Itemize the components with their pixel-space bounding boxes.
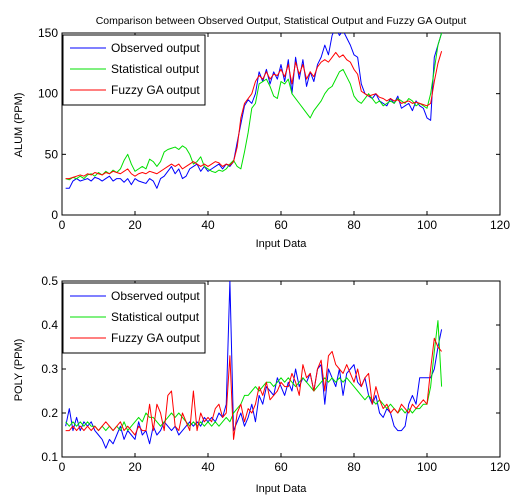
alum-statistical-line bbox=[65, 33, 443, 181]
poly-series-group bbox=[65, 281, 443, 449]
poly-plot: Input Data POLY (PPM) 0 20 40 60 80 100 120 0.1… bbox=[13, 274, 510, 495]
poly-y-tick-label: 0.4 bbox=[41, 318, 58, 332]
alum-x-tick-label: 80 bbox=[347, 218, 361, 232]
poly-legend-label-statistical: Statistical output bbox=[111, 310, 200, 324]
alum-x-tick-label: 60 bbox=[274, 218, 288, 232]
poly-y-tick-label: 0.2 bbox=[41, 406, 58, 420]
poly-fuzzy-line bbox=[65, 337, 442, 440]
poly-y-tick-label: 0.1 bbox=[41, 450, 58, 464]
poly-x-tick-label: 40 bbox=[201, 460, 215, 474]
poly-x-axis-label: Input Data bbox=[256, 483, 308, 495]
alum-y-tick-label: 50 bbox=[45, 147, 59, 161]
alum-y-axis-label: ALUM (PPM) bbox=[13, 93, 25, 158]
poly-legend-label-fuzzy: Fuzzy GA output bbox=[111, 331, 200, 345]
alum-y-tick-label: 0 bbox=[51, 208, 58, 222]
poly-y-tick-label: 0.3 bbox=[41, 362, 58, 376]
alum-x-tick-label: 40 bbox=[201, 218, 215, 232]
alum-x-tick-label: 20 bbox=[128, 218, 142, 232]
poly-x-tick-label: 120 bbox=[490, 460, 510, 474]
figure-title: Comparison between Observed Output, Stat… bbox=[96, 15, 467, 27]
alum-legend-box bbox=[62, 34, 206, 106]
poly-legend-box bbox=[62, 282, 206, 354]
poly-y-tick-label: 0.5 bbox=[41, 274, 58, 288]
poly-x-tick-label: 80 bbox=[347, 460, 361, 474]
poly-y-axis-label: POLY (PPM) bbox=[13, 339, 25, 402]
alum-x-tick-label: 100 bbox=[417, 218, 437, 232]
alum-fuzzy-line bbox=[65, 51, 443, 180]
alum-legend-label-fuzzy: Fuzzy GA output bbox=[111, 83, 200, 97]
poly-observed-line bbox=[65, 281, 443, 449]
alum-observed-line bbox=[65, 33, 443, 189]
poly-legend-label-observed: Observed output bbox=[111, 289, 200, 303]
alum-y-tick-label: 100 bbox=[38, 87, 58, 101]
alum-series-group bbox=[65, 33, 443, 189]
poly-x-tick-label: 20 bbox=[128, 460, 142, 474]
alum-legend-label-observed: Observed output bbox=[111, 41, 200, 55]
alum-y-tick-label: 150 bbox=[38, 26, 58, 40]
alum-x-axis-label: Input Data bbox=[256, 238, 308, 250]
alum-legend-label-statistical: Statistical output bbox=[111, 62, 200, 76]
alum-x-tick-label: 120 bbox=[490, 218, 510, 232]
poly-x-tick-label: 100 bbox=[417, 460, 437, 474]
alum-x-tick-label: 0 bbox=[59, 218, 66, 232]
poly-x-tick-label: 0 bbox=[59, 460, 66, 474]
poly-statistical-line bbox=[65, 320, 443, 432]
alum-plot: Input Data ALUM (PPM) 0 20 40 60 80 100 120 0 50… bbox=[13, 26, 510, 250]
poly-x-tick-label: 60 bbox=[274, 460, 288, 474]
